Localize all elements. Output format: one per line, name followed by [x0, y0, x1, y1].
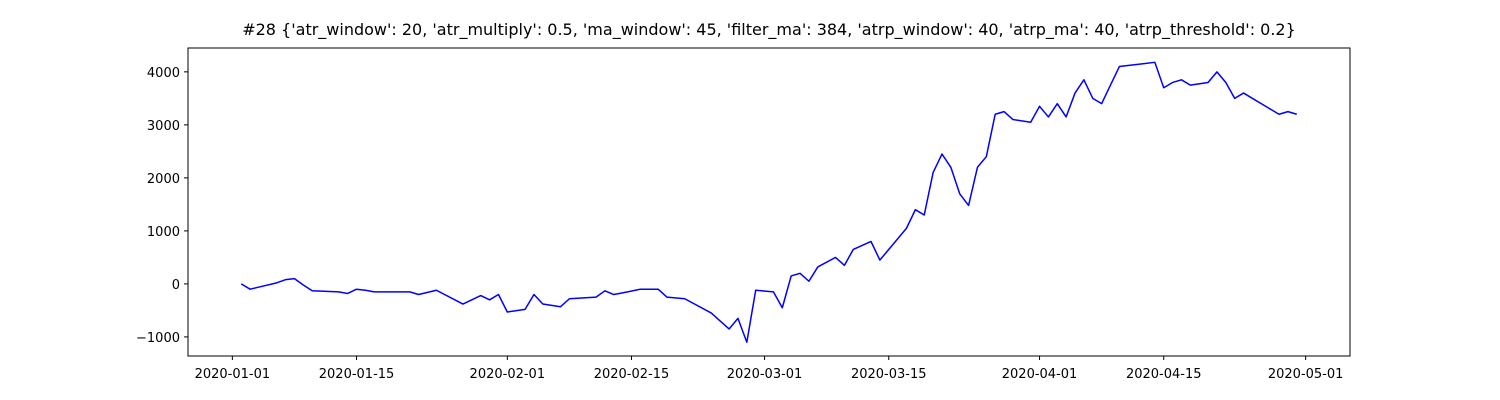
y-tick-label: 2000 [147, 172, 180, 187]
plot-frame [187, 47, 1351, 357]
y-tick-label: 0 [172, 278, 180, 293]
y-tick-label: 4000 [147, 66, 180, 81]
y-tick-label: 3000 [147, 119, 180, 134]
x-tick-label: 2020-03-15 [851, 367, 927, 382]
x-tick-label: 2020-02-01 [470, 367, 546, 382]
x-tick-label: 2020-05-01 [1268, 367, 1344, 382]
chart-title: #28 {'atr_window': 20, 'atr_multiply': 0… [242, 20, 1296, 40]
data-line [240, 61, 1297, 343]
x-tick-label: 2020-02-15 [594, 367, 670, 382]
x-tick-label: 2020-03-01 [727, 367, 803, 382]
y-tick-label: 1000 [147, 225, 180, 240]
x-tick-label: 2020-04-01 [1002, 367, 1078, 382]
x-tick-label: 2020-01-15 [319, 367, 395, 382]
x-tick-label: 2020-04-15 [1126, 367, 1202, 382]
y-tick-label: −1000 [136, 331, 180, 346]
x-tick-label: 2020-01-01 [195, 367, 271, 382]
